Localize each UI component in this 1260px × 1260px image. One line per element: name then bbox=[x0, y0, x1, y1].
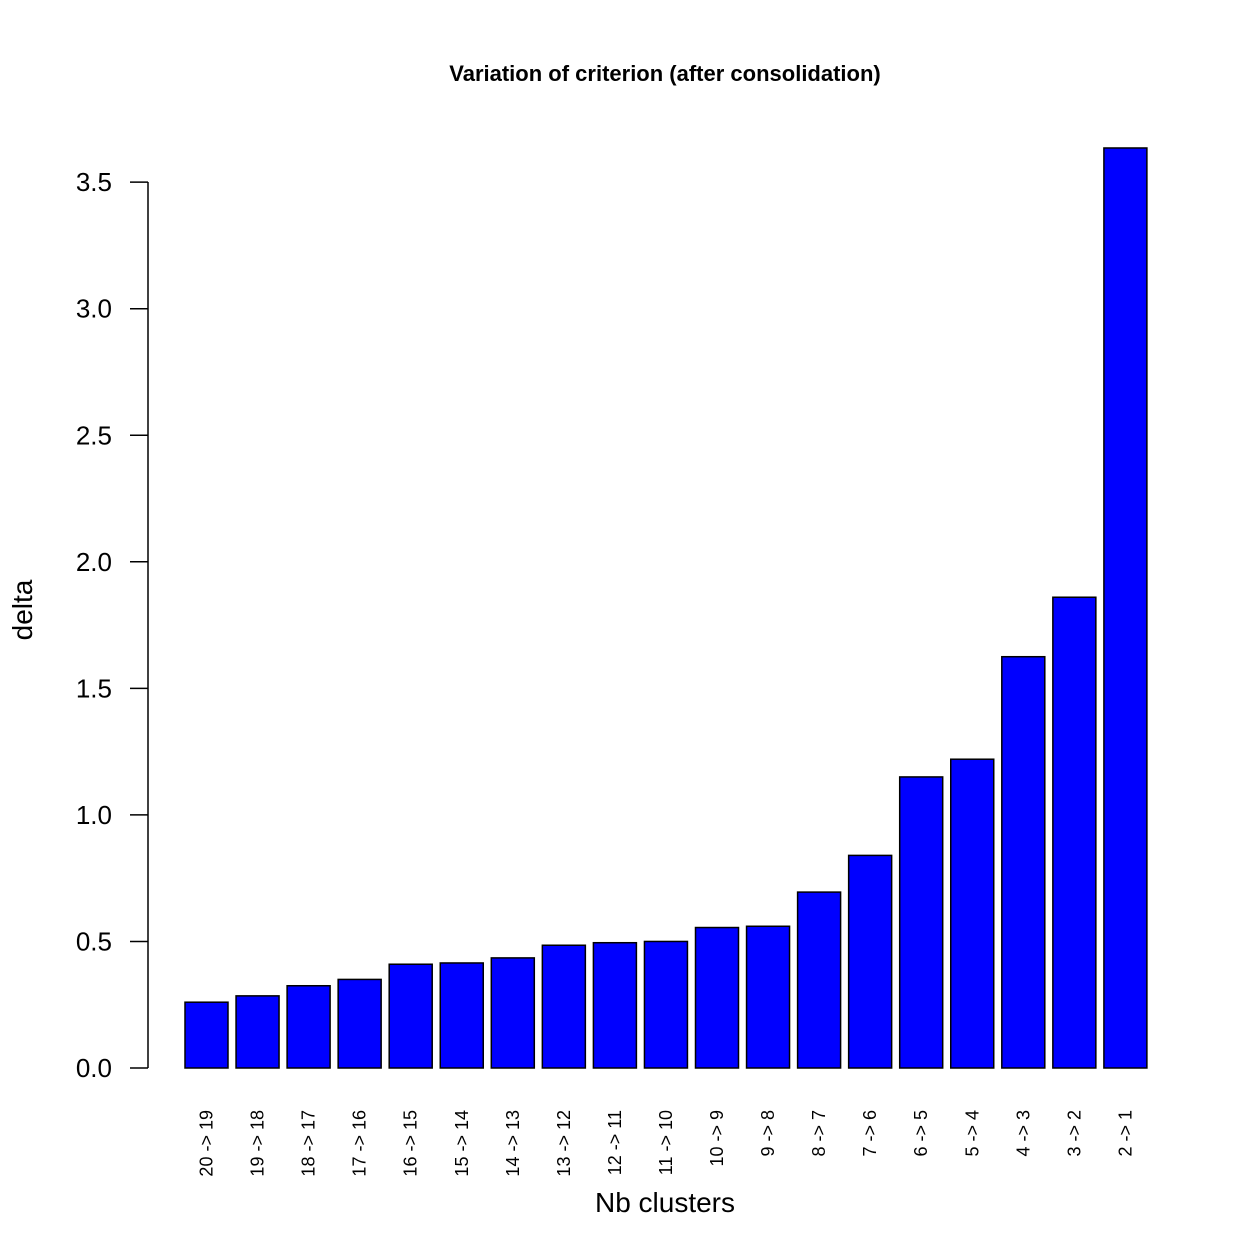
x-tick-label: 10 -> 9 bbox=[707, 1110, 727, 1167]
chart-title: Variation of criterion (after consolidat… bbox=[449, 61, 881, 86]
x-axis-label: Nb clusters bbox=[595, 1187, 735, 1218]
x-tick-label: 9 -> 8 bbox=[758, 1110, 778, 1157]
bar bbox=[439, 962, 484, 1069]
y-tick-label: 1.5 bbox=[76, 673, 112, 703]
bar bbox=[1001, 655, 1046, 1069]
bar bbox=[1103, 147, 1148, 1069]
bar bbox=[745, 925, 791, 1069]
bar bbox=[592, 941, 638, 1069]
y-ticks: 0.0 0.5 1.0 1.5 2.0 2.5 3.0 3.5 bbox=[76, 167, 148, 1083]
bar bbox=[286, 984, 331, 1069]
x-tick-label: 3 -> 2 bbox=[1064, 1110, 1084, 1157]
y-axis-label: delta bbox=[7, 579, 38, 640]
bar bbox=[490, 957, 536, 1069]
bars bbox=[184, 147, 1148, 1069]
bar bbox=[898, 776, 944, 1069]
x-tick-labels: 20 -> 19 19 -> 18 18 -> 17 17 -> 16 16 -> 15… bbox=[197, 1110, 1136, 1177]
bar bbox=[847, 854, 893, 1069]
x-tick-label: 16 -> 15 bbox=[401, 1110, 421, 1177]
x-tick-label: 11 -> 10 bbox=[656, 1110, 676, 1175]
bar bbox=[541, 944, 587, 1069]
bar bbox=[184, 1001, 229, 1069]
y-tick-label: 3.5 bbox=[76, 167, 112, 197]
bar bbox=[694, 926, 740, 1069]
x-tick-label: 13 -> 12 bbox=[554, 1110, 574, 1177]
bar bbox=[337, 978, 382, 1069]
bar bbox=[1052, 596, 1097, 1069]
x-tick-label: 18 -> 17 bbox=[299, 1110, 319, 1177]
bar bbox=[796, 891, 842, 1069]
y-tick-label: 0.0 bbox=[76, 1053, 112, 1083]
x-tick-label: 4 -> 3 bbox=[1013, 1110, 1033, 1157]
x-tick-label: 12 -> 11 bbox=[605, 1110, 625, 1175]
y-tick-label: 1.0 bbox=[76, 800, 112, 830]
x-tick-label: 6 -> 5 bbox=[911, 1110, 931, 1157]
x-tick-label: 20 -> 19 bbox=[197, 1110, 217, 1177]
x-tick-label: 19 -> 18 bbox=[248, 1110, 268, 1177]
x-tick-label: 15 -> 14 bbox=[452, 1110, 472, 1177]
x-tick-label: 2 -> 1 bbox=[1115, 1110, 1135, 1157]
bar bbox=[235, 995, 280, 1069]
y-tick-label: 0.5 bbox=[76, 926, 112, 956]
x-tick-label: 7 -> 6 bbox=[860, 1110, 880, 1157]
y-tick-label: 2.0 bbox=[76, 547, 112, 577]
bar bbox=[950, 758, 995, 1069]
y-tick-label: 2.5 bbox=[76, 420, 112, 450]
x-tick-label: 14 -> 13 bbox=[503, 1110, 523, 1177]
x-tick-label: 17 -> 16 bbox=[350, 1110, 370, 1177]
y-tick-label: 3.0 bbox=[76, 294, 112, 324]
bar bbox=[388, 963, 433, 1069]
bar bbox=[643, 940, 689, 1069]
x-tick-label: 5 -> 4 bbox=[962, 1110, 982, 1157]
x-tick-label: 8 -> 7 bbox=[809, 1110, 829, 1157]
